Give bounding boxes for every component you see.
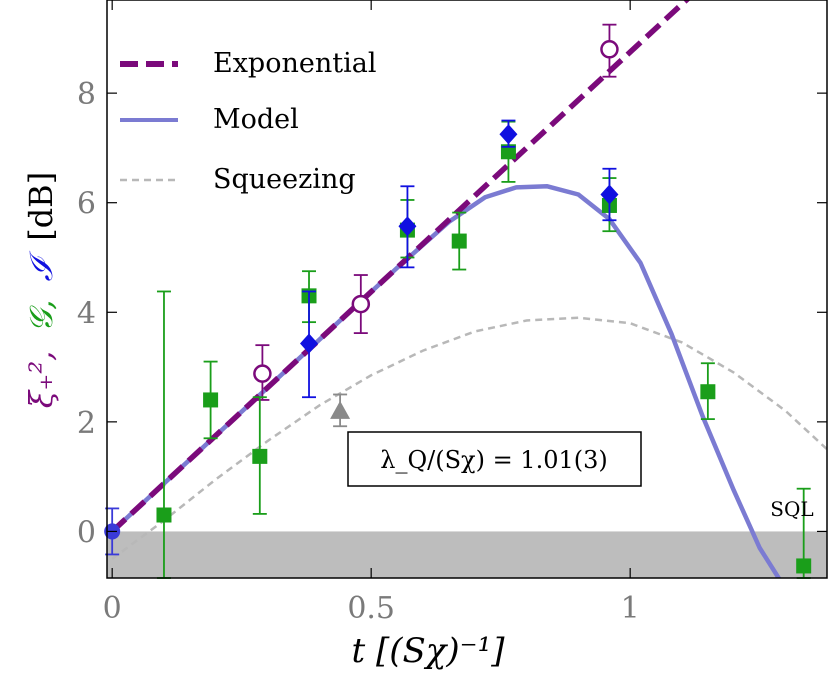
x-axis-label: t [(Sχ)⁻¹] [352,631,506,671]
data-point-triangle [330,393,351,428]
data-point-square [203,360,219,440]
sql-label: SQL [770,497,813,521]
data-point-square [252,396,268,515]
data-point-circle-open [600,23,619,78]
data-point-diamond [600,167,619,222]
y-label-xi: ξ₊², [22,351,60,409]
data-point-square [451,211,467,271]
y-tick-label: 8 [77,77,96,112]
legend-label-model: Model [213,104,299,135]
legend-label-exponential: Exponential [213,48,376,79]
data-point-circle-open [351,274,371,335]
y-label-unit: [dB] [22,172,60,241]
annotation-text: λ_Q/(Sχ) = 1.01(3) [380,446,607,474]
plot-frame [106,0,828,579]
x-tick-label: 0.5 [347,591,395,626]
y-tick-label: 0 [77,515,96,550]
data-point-square [700,362,716,421]
data-point-diamond [300,290,319,399]
y-label-g: 𝒢, [22,300,60,333]
y-axis-label: ξ₊², 𝒢, ℐ [dB] [22,172,60,408]
y-tick-label: 6 [77,187,96,222]
legend-label-squeezing: Squeezing [213,164,356,195]
x-tick-label: 1 [621,591,640,626]
model-curve [110,184,782,578]
legend: Exponential Model Squeezing [120,48,376,195]
data-point-circle-open [253,344,272,401]
annotation-box: λ_Q/(Sχ) = 1.01(3) [347,431,642,487]
data-point-diamond [499,119,518,148]
exponential-curve [110,0,691,534]
data-point-diamond [398,185,417,269]
y-label-i: ℐ [22,250,60,281]
sql-band [107,531,827,578]
y-tick-label: 2 [77,406,96,441]
x-tick-label: 0 [103,591,122,626]
y-tick-label: 4 [77,296,96,331]
